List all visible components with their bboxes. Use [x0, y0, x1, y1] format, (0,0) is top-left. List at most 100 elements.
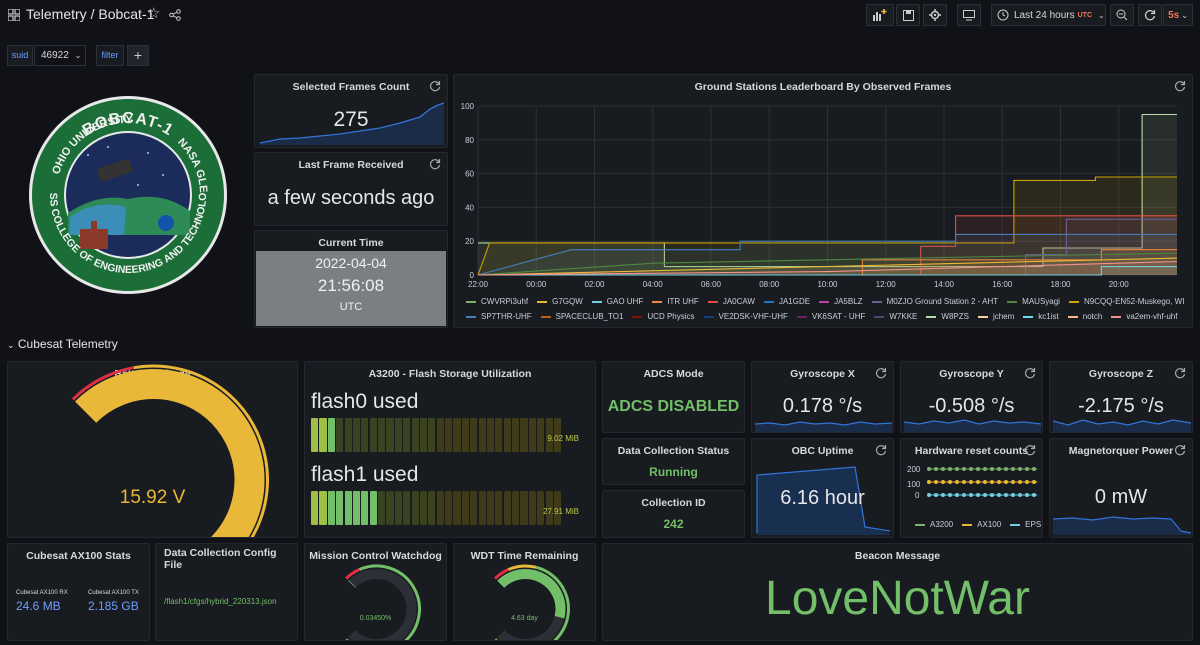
data-point [927, 480, 931, 484]
legend-item[interactable]: N9CQQ-EN52-Muskego, WI [1068, 297, 1184, 306]
gyro-y-sparkline [904, 419, 1041, 432]
data-point [990, 480, 994, 484]
flash1-bar-gauge [311, 491, 562, 525]
refresh-button[interactable] [1138, 4, 1162, 26]
legend-item[interactable]: ITR UHF [652, 297, 699, 306]
gauge-cell [545, 491, 553, 525]
share-icon[interactable] [169, 9, 181, 21]
panel-title: Hardware reset counts [914, 445, 1029, 457]
legend-item[interactable]: W7KKE [874, 312, 917, 321]
save-dashboard-button[interactable] [896, 4, 920, 26]
legend-item[interactable]: jchem [977, 312, 1014, 321]
legend-item[interactable]: G7GQW [537, 297, 583, 306]
panel-title: Magnetorquer Power [1068, 445, 1174, 457]
legend-swatch [703, 315, 714, 318]
add-filter-button[interactable]: + [127, 45, 149, 66]
wdt-value: 4.63 day [511, 615, 538, 622]
legend-item[interactable]: JA5BLZ [819, 297, 863, 306]
data-point [969, 493, 973, 497]
gauge-cell [319, 491, 327, 525]
zoom-out-button[interactable] [1110, 4, 1134, 26]
dashboards-grid-icon[interactable] [8, 9, 20, 21]
current-date: 2022-04-04 [315, 255, 387, 271]
series-line [477, 252, 1178, 276]
x-tick-label: 12:00 [876, 280, 897, 289]
legend-item[interactable]: A3200 [915, 520, 953, 529]
legend-swatch [819, 300, 830, 303]
timezone-label: UTC [1077, 11, 1092, 19]
gauge-cell [528, 418, 536, 452]
chevron-down-icon: ⌄ [1181, 10, 1188, 20]
refresh-icon[interactable] [1174, 367, 1186, 379]
legend-item[interactable]: SPACECLUB_TO1 [540, 312, 623, 321]
legend-item[interactable]: notch [1067, 312, 1102, 321]
legend-item[interactable]: EPS [1010, 520, 1041, 529]
legend-item[interactable]: VE2DSK-VHF-UHF [703, 312, 788, 321]
ax100-tx-value: 2.185 GB [88, 599, 139, 613]
legend-item[interactable]: AX100 [962, 520, 1001, 529]
y-tick-label: 60 [465, 170, 474, 179]
legend-swatch [874, 315, 885, 318]
legend-item[interactable]: MAUSyagi [1007, 297, 1060, 306]
refresh-icon[interactable] [429, 158, 441, 170]
legend-item[interactable]: W8PZS [926, 312, 969, 321]
refresh-icon[interactable] [1174, 444, 1186, 456]
legend-item[interactable]: JA0CAW [707, 297, 755, 306]
legend-item[interactable]: CWVRPi3uhf [466, 297, 528, 306]
refresh-icon[interactable] [875, 367, 887, 379]
legend-item[interactable]: GAO UHF [591, 297, 643, 306]
gauge-cell [545, 418, 553, 452]
refresh-icon[interactable] [875, 444, 887, 456]
gauge-cell [520, 491, 528, 525]
add-panel-button[interactable] [866, 4, 894, 26]
leaderboard-panel: Ground Stations Leaderboard By Observed … [453, 74, 1193, 328]
legend-item[interactable]: M0ZJO Ground Station 2 - AHT [871, 297, 998, 306]
time-range-picker[interactable]: Last 24 hours UTC ⌄ [991, 4, 1106, 26]
variable-suid-select[interactable]: 46922 ⌄ [34, 45, 86, 66]
data-collection-status-panel: Data Collection Status Running [602, 438, 745, 485]
legend-item[interactable]: kc1ist [1023, 312, 1059, 321]
x-tick-label: 18:00 [1050, 280, 1071, 289]
legend-item[interactable]: SP7THR-UHF [466, 312, 532, 321]
chevron-down-icon: ⌄ [74, 51, 82, 60]
series-line [477, 257, 1178, 276]
chart-legend-row: SP7THR-UHF SPACECLUB_TO1 UCD Physics VE2DSK… [466, 312, 1177, 321]
legend-item[interactable]: UCD Physics [632, 312, 695, 321]
dashboard-title[interactable]: Telemetry / Bobcat-1 [26, 6, 155, 22]
refresh-icon[interactable] [1174, 80, 1186, 92]
section-title: Cubesat Telemetry [17, 337, 118, 351]
gauge-cell [411, 491, 419, 525]
gauge-cell [495, 418, 503, 452]
refresh-icon[interactable] [429, 80, 441, 92]
wdt-gauge [494, 564, 570, 640]
gauge-cell [336, 418, 344, 452]
legend-item[interactable]: va2em-vhf-uhf [1111, 312, 1177, 321]
current-clock: 21:56:08 [317, 276, 385, 295]
panel-title: Data Collection Status [617, 445, 730, 457]
refresh-icon[interactable] [1024, 367, 1036, 379]
refresh-interval-picker[interactable]: 5s ⌄ [1163, 4, 1193, 26]
panel-title: Gyroscope Y [939, 368, 1004, 380]
panel-title: Collection ID [641, 497, 706, 509]
legend-item[interactable]: VK6SAT - UHF [796, 312, 865, 321]
watchdog-value: 0.03450% [359, 615, 392, 622]
tv-mode-button[interactable] [957, 4, 981, 26]
legend-swatch [1007, 300, 1018, 303]
star-icon[interactable]: ☆ [147, 5, 161, 22]
chart-legend-row: CWVRPi3uhf G7GQW GAO UHF ITR UHF JA0CAW JA1GD… [466, 297, 1184, 306]
legend-swatch [926, 315, 937, 318]
selected-frames-panel: Selected Frames Count 275 [254, 74, 448, 148]
legend-swatch [466, 315, 476, 318]
gauge-cell [503, 491, 511, 525]
settings-button[interactable] [923, 4, 947, 26]
data-point [983, 493, 987, 497]
section-row-cubesat[interactable]: ⌄ Cubesat Telemetry [7, 337, 118, 351]
legend-swatch [466, 300, 476, 303]
refresh-icon[interactable] [1024, 444, 1036, 456]
battery-gauge [71, 364, 269, 537]
gauge-cell [512, 418, 520, 452]
obc-uptime-value: 6.16 hour [780, 487, 865, 509]
legend-item[interactable]: JA1GDE [763, 297, 810, 306]
legend-swatch [632, 315, 643, 318]
data-point [1025, 467, 1029, 471]
